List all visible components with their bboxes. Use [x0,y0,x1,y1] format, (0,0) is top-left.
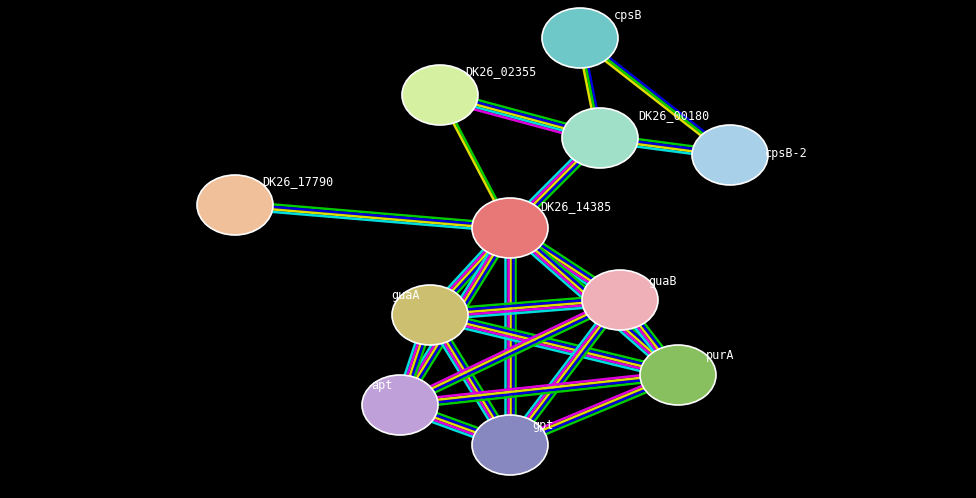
Text: DK26_17790: DK26_17790 [262,175,333,188]
Text: cpsB-2: cpsB-2 [765,146,808,159]
Ellipse shape [542,8,618,68]
Text: guaB: guaB [648,275,676,288]
Text: purA: purA [706,349,735,362]
Ellipse shape [692,125,768,185]
Text: DK26_02355: DK26_02355 [465,65,536,78]
Ellipse shape [582,270,658,330]
Ellipse shape [362,375,438,435]
Text: cpsB: cpsB [614,9,642,22]
Text: guaA: guaA [391,289,420,302]
Ellipse shape [197,175,273,235]
Ellipse shape [562,108,638,168]
Text: DK26_00180: DK26_00180 [638,109,710,122]
Ellipse shape [472,415,548,475]
Ellipse shape [640,345,716,405]
Text: DK26_14385: DK26_14385 [540,200,611,213]
Ellipse shape [472,198,548,258]
Text: gpt: gpt [532,419,553,432]
Text: apt: apt [372,379,393,392]
Ellipse shape [392,285,468,345]
Ellipse shape [402,65,478,125]
